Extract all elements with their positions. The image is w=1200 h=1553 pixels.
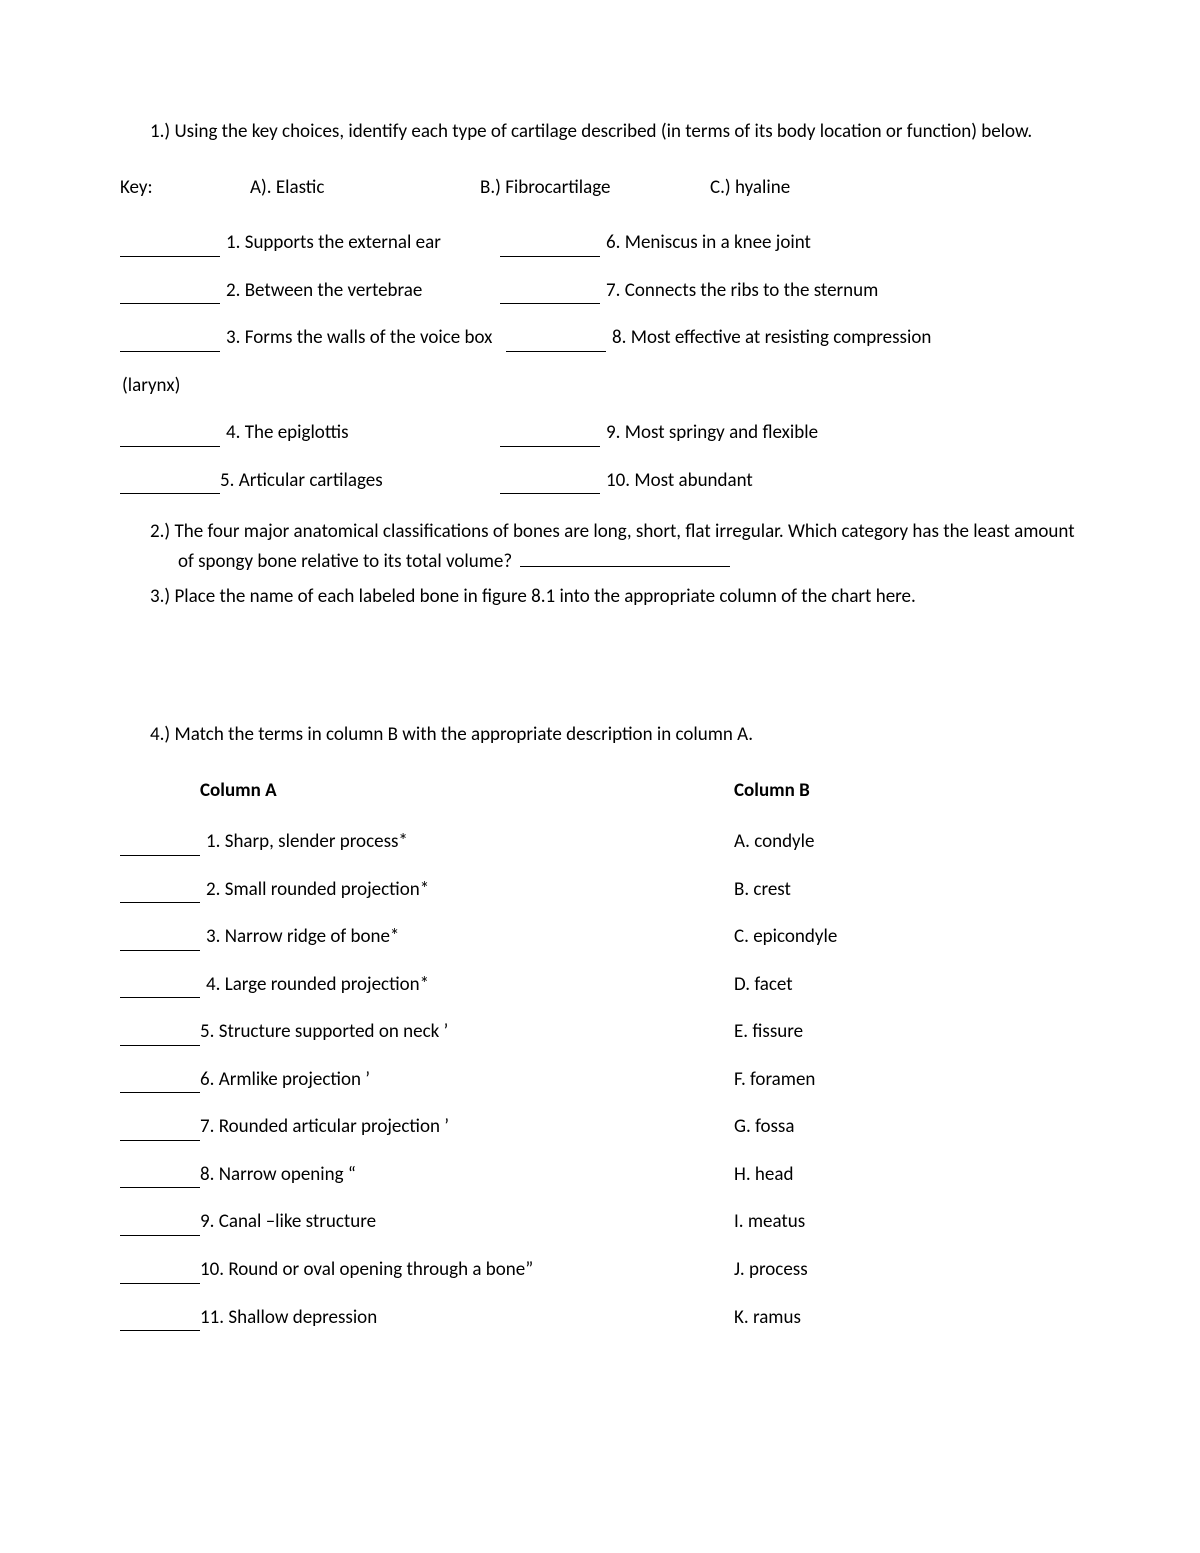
answer-blank[interactable] — [120, 1310, 200, 1331]
q4-columns-header: Column A Column B — [120, 777, 1080, 805]
q1-larynx-note: (larynx) — [122, 372, 1080, 400]
q4-row: 10. Round or oval opening through a bone… — [120, 1256, 1080, 1284]
q1-left-item: 5. Articular cartilages — [220, 467, 383, 495]
q1-key-label: Key: — [120, 174, 250, 202]
q4-colB-item: F. foramen — [680, 1066, 815, 1094]
q4-colB-item: H. head — [680, 1161, 793, 1189]
q4-row: 2. Small rounded projection* B. crest — [120, 876, 1080, 904]
q1-row: 1. Supports the external ear 6. Meniscus… — [120, 229, 1080, 257]
q4-row: 6. Armlike projection ’ F. foramen — [120, 1066, 1080, 1094]
q1-right-item: 6. Meniscus in a knee joint — [606, 229, 811, 257]
answer-blank[interactable] — [120, 426, 220, 447]
answer-blank[interactable] — [120, 283, 220, 304]
q4-colA-item: 5. Structure supported on neck ’ — [200, 1018, 448, 1046]
q4-row: 4. Large rounded projection* D. facet — [120, 971, 1080, 999]
q1-key-c: C.) hyaline — [710, 174, 790, 202]
q4-colB-item: A. condyle — [680, 828, 814, 856]
answer-blank[interactable] — [120, 1025, 200, 1046]
answer-blank[interactable] — [506, 331, 606, 352]
q1-left-item: 4. The epiglottis — [226, 419, 349, 447]
answer-blank[interactable] — [120, 1167, 200, 1188]
q4-colA-item: 11. Shallow depression — [200, 1304, 377, 1332]
answer-blank[interactable] — [120, 331, 220, 352]
q4-colB-item: J. process — [680, 1256, 808, 1284]
q1-row: 4. The epiglottis 9. Most springy and fl… — [120, 419, 1080, 447]
q1-key-row: Key: A). Elastic B.) Fibrocartilage C.) … — [120, 174, 1080, 202]
q4-row: 8. Narrow opening “ H. head — [120, 1161, 1080, 1189]
q1-row: 2. Between the vertebrae 7. Connects the… — [120, 277, 1080, 305]
q4-colB-header: Column B — [680, 777, 810, 805]
q4-colA-item: 6. Armlike projection ’ — [200, 1066, 370, 1094]
answer-blank[interactable] — [120, 835, 200, 856]
q2-prompt: 2.) The four major anatomical classifica… — [120, 518, 1080, 575]
q1-left-item: 3. Forms the walls of the voice box — [226, 324, 492, 352]
q4-colA-item: 8. Narrow opening “ — [200, 1161, 356, 1189]
q1-right-item: 9. Most springy and flexible — [606, 419, 818, 447]
answer-blank[interactable] — [120, 1215, 200, 1236]
q1-prompt: 1.) Using the key choices, identify each… — [120, 118, 1080, 146]
q1-key-a: A). Elastic — [250, 174, 480, 202]
q4-prompt: 4.) Match the terms in column B with the… — [120, 721, 1080, 749]
answer-blank[interactable] — [500, 236, 600, 257]
q1-right-item: 8. Most effective at resisting compressi… — [612, 324, 931, 352]
q4-colB-item: B. crest — [680, 876, 791, 904]
q4-row: 3. Narrow ridge of bone* C. epicondyle — [120, 923, 1080, 951]
q4-colA-item: 1. Sharp, slender process* — [206, 828, 408, 856]
answer-blank[interactable] — [120, 473, 220, 494]
q4-colB-item: C. epicondyle — [680, 923, 837, 951]
q4-colB-item: K. ramus — [680, 1304, 801, 1332]
answer-blank[interactable] — [520, 546, 730, 567]
q4-row: 11. Shallow depression K. ramus — [120, 1304, 1080, 1332]
q4-colA-item: 2. Small rounded projection* — [206, 876, 429, 904]
q4-colA-item: 9. Canal –like structure — [200, 1208, 376, 1236]
q4-row: 7. Rounded articular projection ’ G. fos… — [120, 1113, 1080, 1141]
answer-blank[interactable] — [120, 236, 220, 257]
q4-colB-item: I. meatus — [680, 1208, 805, 1236]
q4-colB-item: D. facet — [680, 971, 793, 999]
q4-colB-item: E. fissure — [680, 1018, 803, 1046]
q4-row: 1. Sharp, slender process* A. condyle — [120, 828, 1080, 856]
answer-blank[interactable] — [500, 283, 600, 304]
answer-blank[interactable] — [120, 882, 200, 903]
answer-blank[interactable] — [120, 977, 200, 998]
answer-blank[interactable] — [120, 930, 200, 951]
q4-row: 5. Structure supported on neck ’ E. fiss… — [120, 1018, 1080, 1046]
q4-colA-item: 7. Rounded articular projection ’ — [200, 1113, 449, 1141]
q4-colB-item: G. fossa — [680, 1113, 794, 1141]
answer-blank[interactable] — [120, 1120, 200, 1141]
q4-colA-item: 4. Large rounded projection* — [206, 971, 429, 999]
q4-row: 9. Canal –like structure I. meatus — [120, 1208, 1080, 1236]
q1-left-item: 2. Between the vertebrae — [226, 277, 422, 305]
q4-colA-item: 3. Narrow ridge of bone* — [206, 923, 399, 951]
q1-right-item: 7. Connects the ribs to the sternum — [606, 277, 878, 305]
answer-blank[interactable] — [120, 1263, 200, 1284]
answer-blank[interactable] — [120, 1072, 200, 1093]
q3-prompt: 3.) Place the name of each labeled bone … — [120, 583, 1080, 611]
q1-key-b: B.) Fibrocartilage — [480, 174, 710, 202]
worksheet-page: 1.) Using the key choices, identify each… — [0, 0, 1200, 1553]
q1-left-item: 1. Supports the external ear — [226, 229, 441, 257]
q4-colA-item: 10. Round or oval opening through a bone… — [200, 1256, 533, 1284]
q1-row: 3. Forms the walls of the voice box 8. M… — [120, 324, 1080, 352]
q1-row: 5. Articular cartilages 10. Most abundan… — [120, 467, 1080, 495]
answer-blank[interactable] — [500, 473, 600, 494]
answer-blank[interactable] — [500, 426, 600, 447]
q4-colA-header: Column A — [120, 777, 680, 805]
q1-right-item: 10. Most abundant — [606, 467, 753, 495]
